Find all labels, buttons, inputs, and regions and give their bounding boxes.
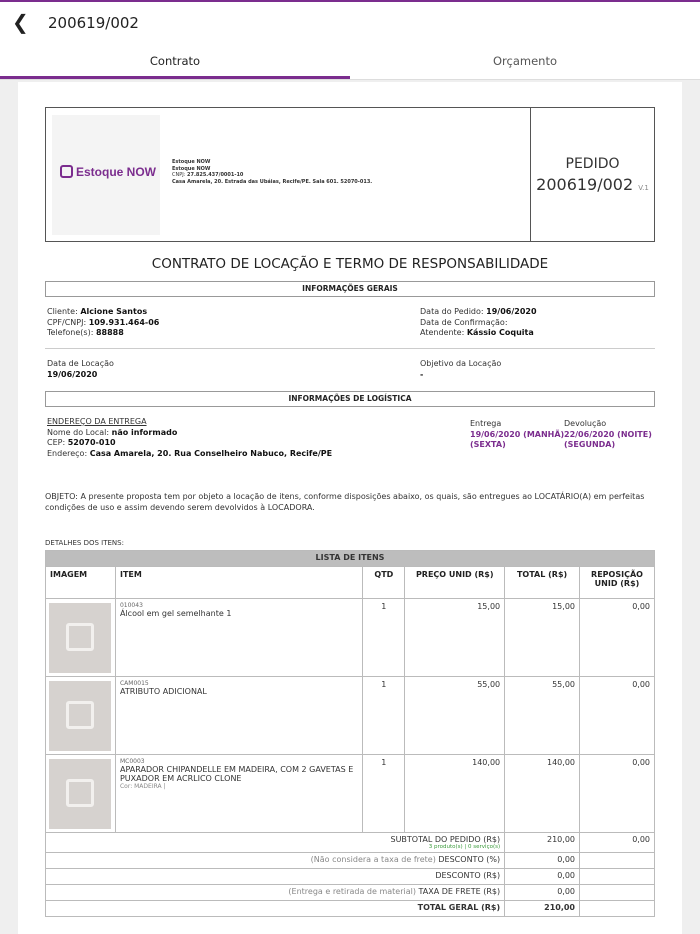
grand-total-value: 210,00	[504, 900, 580, 917]
subtotal-label: SUBTOTAL DO PEDIDO (R$) 3 produto(s) | 0 …	[44, 832, 506, 853]
freight-label: (Entrega e retirada de material) TAXA DE…	[44, 884, 506, 901]
logo-icon	[60, 165, 73, 178]
discount-pct-value: 0,00	[504, 852, 580, 869]
discount-value: 0,00	[504, 868, 580, 885]
discount-pct-label: (Não considera a taxa de frete) DESCONTO…	[44, 852, 506, 869]
rental-date: Data de Locação 19/06/2020	[47, 359, 114, 379]
item-reposicao: 0,00	[579, 676, 655, 755]
item-preco: 55,00	[404, 676, 506, 755]
item-qtd: 1	[362, 598, 406, 677]
page-title: 200619/002	[48, 14, 139, 32]
col-total: TOTAL (R$)	[504, 566, 580, 599]
delivery-address: ENDEREÇO DA ENTREGA Nome do Local: não i…	[47, 417, 333, 458]
item-preco: 15,00	[404, 598, 506, 677]
details-label: DETALHES DOS ITENS:	[45, 539, 124, 547]
pedido-label: PEDIDO	[565, 156, 620, 172]
return-date: Devolução 22/06/2020 (NOITE) (SEGUNDA)	[564, 419, 652, 449]
col-qtd: QTD	[362, 566, 406, 599]
objeto-text: OBJETO: A presente proposta tem por obje…	[45, 492, 645, 512]
item-total: 15,00	[504, 598, 580, 677]
active-tab-indicator	[0, 76, 350, 79]
section-logistica: INFORMAÇÕES DE LOGÍSTICA	[45, 391, 655, 407]
item-qtd: 1	[362, 754, 406, 833]
tab-contrato[interactable]: Contrato	[149, 54, 201, 68]
rental-objective: Objetivo da Locação -	[420, 359, 502, 379]
item-cell: CAM0015 ATRIBUTO ADICIONAL	[114, 676, 364, 755]
item-image-cell	[45, 598, 116, 677]
order-info: Data do Pedido: 19/06/2020 Data de Confi…	[420, 307, 537, 337]
col-item: ITEM	[114, 566, 364, 599]
image-placeholder-icon	[49, 759, 111, 829]
tab-orcamento[interactable]: Orçamento	[492, 54, 557, 68]
col-reposicao: REPOSIÇÃO UNID (R$)	[579, 566, 655, 599]
client-info: Cliente: Alcione Santos CPF/CNPJ: 109.93…	[47, 307, 160, 337]
document-title: CONTRATO DE LOCAÇÃO E TERMO DE RESPONSAB…	[151, 256, 549, 272]
section-info-gerais: INFORMAÇÕES GERAIS	[45, 281, 655, 297]
item-reposicao: 0,00	[579, 754, 655, 833]
subtotal-reposicao: 0,00	[579, 832, 655, 853]
pedido-number: 200619/002 V.1	[536, 175, 649, 194]
col-imagem: IMAGEM	[45, 566, 116, 599]
item-reposicao: 0,00	[579, 598, 655, 677]
table-row: CAM0015 ATRIBUTO ADICIONAL 1 55,00 55,00 …	[45, 676, 655, 755]
item-qtd: 1	[362, 676, 406, 755]
company-info: Estoque NOW Estoque NOW CNPJ: 27.825.437/…	[172, 159, 373, 185]
item-cell: MC0003 APARADOR CHIPANDELLE EM MADEIRA, C…	[114, 754, 364, 833]
freight-value: 0,00	[504, 884, 580, 901]
tab-bar: Contrato Orçamento	[0, 42, 700, 80]
item-preco: 140,00	[404, 754, 506, 833]
image-placeholder-icon	[49, 681, 111, 751]
item-image-cell	[45, 676, 116, 755]
back-button[interactable]: ❮	[12, 10, 29, 34]
document-header	[45, 107, 655, 242]
delivery-date: Entrega 19/06/2020 (MANHÃ) (SEXTA)	[470, 419, 565, 449]
pedido-box	[530, 107, 655, 242]
discount-label: DESCONTO (R$)	[44, 868, 506, 885]
table-row: 010043 Álcool em gel semelhante 1 1 15,00…	[45, 598, 655, 677]
item-total: 140,00	[504, 754, 580, 833]
image-placeholder-icon	[49, 603, 111, 673]
item-image-cell	[45, 754, 116, 833]
logo-text: Estoque NOW	[60, 165, 156, 179]
col-preco: PREÇO UNID (R$)	[404, 566, 506, 599]
item-total: 55,00	[504, 676, 580, 755]
app-bar: ❮ 200619/002	[0, 0, 700, 42]
table-row: MC0003 APARADOR CHIPANDELLE EM MADEIRA, C…	[45, 754, 655, 833]
items-caption: LISTA DE ITENS	[45, 550, 655, 567]
item-cell: 010043 Álcool em gel semelhante 1	[114, 598, 364, 677]
subtotal-value: 210,00	[504, 832, 580, 853]
items-table: LISTA DE ITENS IMAGEM ITEM QTD PREÇO UNI…	[44, 550, 655, 917]
grand-total-label: TOTAL GERAL (R$)	[44, 900, 506, 917]
divider	[45, 348, 655, 349]
